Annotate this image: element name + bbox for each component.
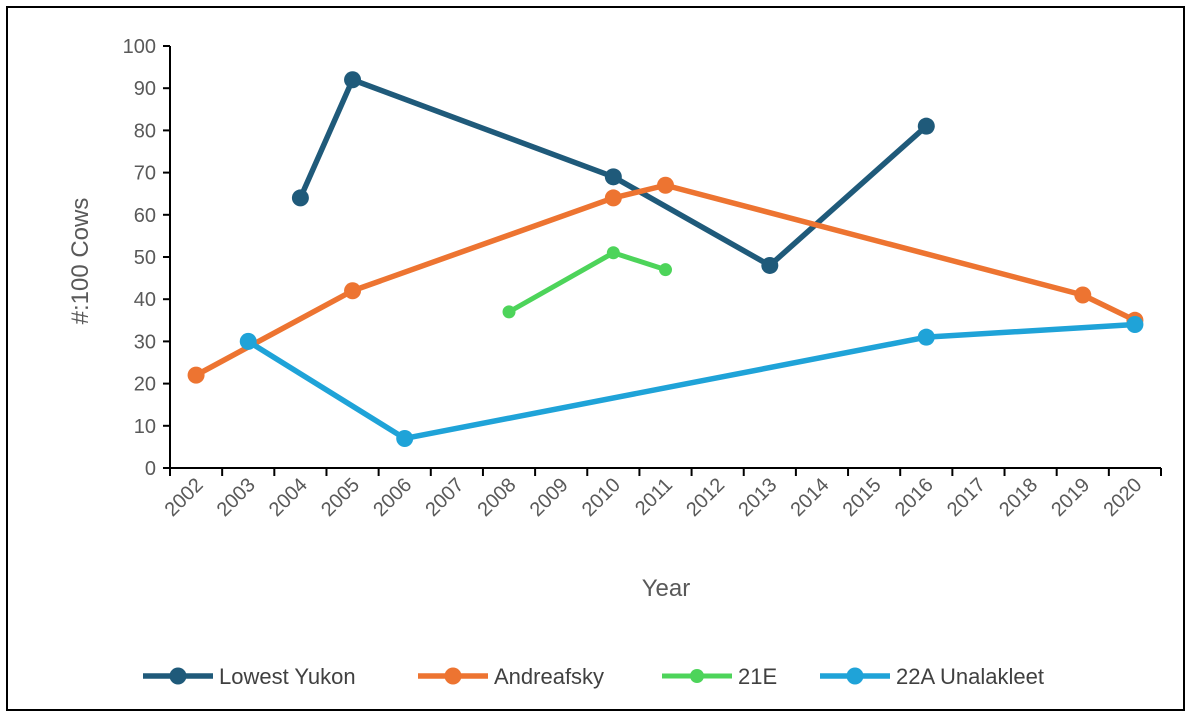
y-tick-label: 90	[134, 78, 156, 100]
data-point	[502, 305, 516, 319]
y-tick-label: 0	[145, 458, 156, 480]
x-tick-label: 2007	[421, 474, 468, 521]
legend-swatch-marker	[444, 667, 462, 685]
x-tick-label: 2018	[995, 474, 1042, 521]
legend-label: Lowest Yukon	[219, 664, 356, 689]
data-point	[396, 429, 414, 447]
series-layer	[187, 71, 1144, 447]
legend-label: 21E	[738, 664, 777, 689]
legend-item: Lowest Yukon	[143, 664, 356, 689]
x-tick-label: 2010	[578, 474, 625, 521]
y-tick-label: 50	[134, 247, 156, 269]
data-point	[657, 176, 674, 194]
legend-item: 21E	[662, 664, 777, 689]
y-tick-label: 30	[134, 331, 156, 353]
x-tick-label: 2016	[891, 474, 938, 521]
legend: Lowest Yukon Andreafsky 21E 22A Unalakleet	[143, 664, 1044, 689]
chart-frame: 0 10 20 30 40 50 60 70 80 90 100 2002 2003 2004 2005 20…	[6, 6, 1185, 711]
x-tick-label: 2019	[1047, 474, 1094, 521]
x-tick-label: 2017	[943, 474, 990, 521]
data-point	[606, 246, 620, 260]
data-point	[344, 71, 362, 89]
series-group	[239, 316, 1144, 447]
data-point	[187, 366, 205, 384]
x-tick-label: 2020	[1099, 474, 1146, 521]
x-tick-label: 2003	[213, 474, 260, 521]
x-axis-title: Year	[642, 575, 691, 602]
legend-swatch-marker	[846, 667, 864, 685]
x-tick-label: 2014	[786, 474, 833, 521]
x-tick-label: 2011	[631, 474, 677, 520]
x-tick-label: 2004	[265, 474, 312, 521]
y-tick-label: 80	[134, 120, 156, 142]
data-point	[917, 328, 935, 346]
y-tick-label: 70	[134, 163, 156, 185]
data-point	[291, 189, 309, 207]
series-line	[506, 250, 668, 315]
data-point	[659, 263, 672, 277]
series-group	[502, 246, 672, 319]
y-tick-label: 40	[134, 289, 156, 311]
series-line	[193, 182, 1138, 378]
x-tick-label: 2015	[839, 474, 886, 521]
data-point	[239, 332, 257, 350]
y-tick-label: 20	[134, 374, 156, 396]
legend-swatch-marker	[690, 669, 704, 683]
legend-item: Andreafsky	[418, 664, 604, 689]
data-point	[1074, 286, 1092, 304]
x-tick-label: 2006	[369, 474, 416, 521]
y-axis-title: #:100 Cows	[67, 198, 94, 325]
legend-label: 22A Unalakleet	[896, 664, 1044, 689]
data-point	[604, 189, 622, 207]
data-point	[761, 256, 779, 274]
data-point	[344, 282, 362, 300]
x-tick-label: 2009	[526, 474, 573, 521]
y-tick-label: 10	[134, 416, 156, 438]
x-tick-label: 2002	[161, 474, 208, 521]
x-tick-label: 2012	[682, 474, 729, 521]
x-tick-label: 2005	[317, 474, 364, 521]
legend-swatch-marker	[169, 667, 187, 685]
y-tick-label: 60	[134, 205, 156, 227]
data-point	[917, 117, 935, 135]
x-tick-label: 2008	[474, 474, 521, 521]
data-point	[604, 168, 622, 186]
y-tick-label: 100	[123, 36, 156, 58]
series-group	[291, 71, 935, 274]
legend-label: Andreafsky	[494, 664, 604, 689]
series-line	[245, 321, 1138, 442]
x-tick-label: 2013	[734, 474, 781, 521]
legend-item: 22A Unalakleet	[820, 664, 1044, 689]
data-point	[1126, 316, 1144, 334]
